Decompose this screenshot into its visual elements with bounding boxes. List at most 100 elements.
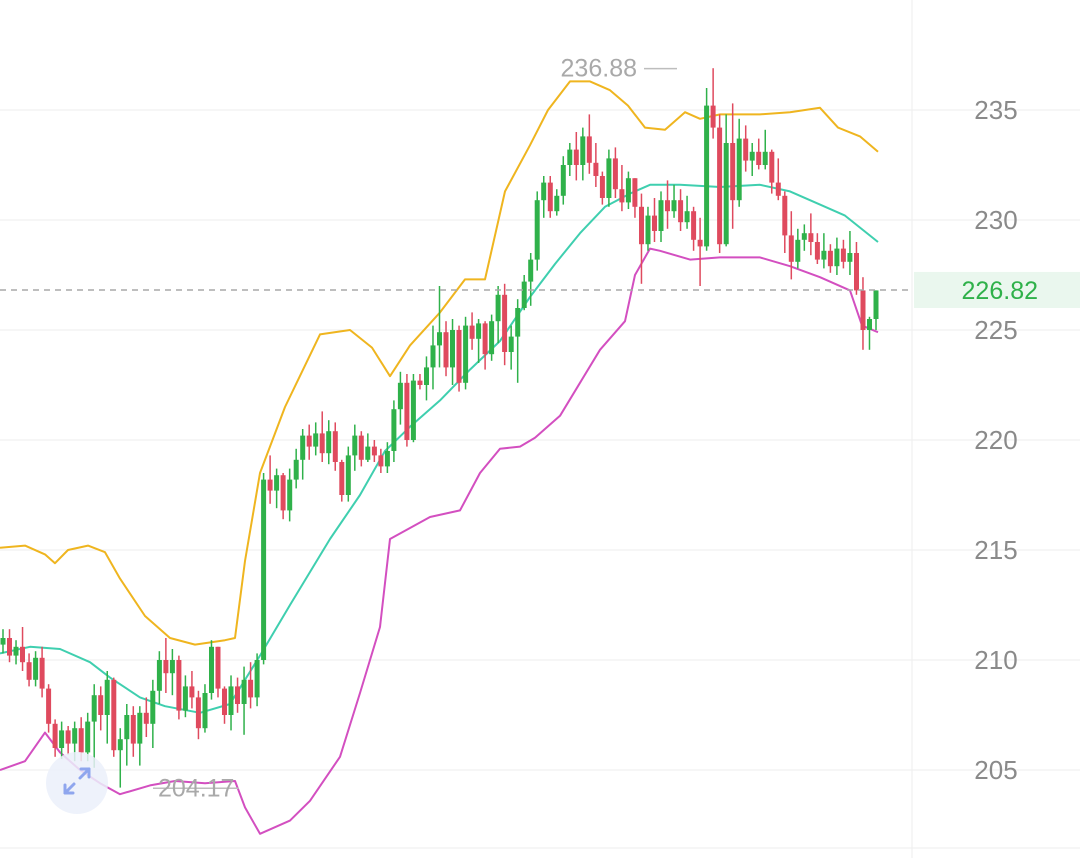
candle <box>639 193 644 284</box>
candle-body <box>306 435 312 447</box>
candle <box>873 290 879 330</box>
candle-body <box>345 455 351 495</box>
candle <box>450 319 455 385</box>
annotations: 226.82 236.88 204.17 <box>0 55 1080 802</box>
candle-body <box>215 646 221 689</box>
candle-body <box>762 151 768 165</box>
y-tick-label: 215 <box>974 535 1017 565</box>
candle <box>599 171 605 205</box>
candle-body <box>697 239 703 247</box>
candle-body <box>26 662 32 680</box>
candle-body <box>104 679 110 715</box>
candle-body <box>736 138 742 201</box>
candle <box>235 677 240 713</box>
candle-body <box>541 182 547 201</box>
candle <box>619 165 625 212</box>
y-tick-label: 205 <box>974 755 1017 785</box>
candle-body <box>860 290 866 330</box>
candle-body <box>749 151 755 161</box>
expand-button[interactable] <box>46 752 108 814</box>
middle-band-line <box>0 183 879 714</box>
candle <box>0 629 6 654</box>
candle <box>508 325 514 370</box>
candle <box>371 440 377 462</box>
candle-body <box>782 195 788 236</box>
candle <box>326 420 332 465</box>
candle <box>521 275 527 311</box>
candle <box>339 459 345 502</box>
candle-body <box>332 431 338 462</box>
candle-body <box>182 686 188 711</box>
candle <box>723 114 729 247</box>
candle <box>612 147 618 198</box>
candle-body <box>313 433 319 447</box>
candle <box>169 649 175 696</box>
candle <box>156 651 162 704</box>
candle-body <box>46 688 52 724</box>
candle-body <box>528 259 534 282</box>
candle <box>306 424 312 460</box>
candle-body <box>52 723 58 748</box>
candle-body <box>665 200 670 212</box>
candle-body <box>280 475 286 511</box>
candle <box>632 178 638 218</box>
y-tick-label: 220 <box>974 425 1017 455</box>
candle-body <box>72 728 78 744</box>
candle <box>26 653 32 687</box>
candle-body <box>775 182 781 196</box>
candle <box>104 671 110 744</box>
candle-body <box>612 158 618 190</box>
candle-body <box>704 105 710 247</box>
candle <box>775 158 781 201</box>
candle <box>769 149 775 194</box>
candle-body <box>358 435 364 460</box>
candle-body <box>567 149 573 165</box>
candle-body <box>130 715 136 744</box>
current-price-tag <box>914 271 1080 308</box>
candle <box>808 213 814 256</box>
candle <box>782 191 788 253</box>
candle-body <box>867 319 872 330</box>
candle-body <box>254 660 260 698</box>
candle <box>586 114 592 174</box>
candle-body <box>476 323 482 339</box>
candle <box>749 143 755 176</box>
candle <box>332 422 338 471</box>
candle <box>704 88 710 251</box>
candle <box>248 662 254 709</box>
candle-body <box>756 151 762 165</box>
candle <box>124 704 130 766</box>
candle-body <box>632 178 638 207</box>
price-axis: 235 230 225 220 215 210 205 <box>974 95 1017 785</box>
candle-body <box>671 200 677 212</box>
candle <box>280 473 286 520</box>
candle <box>736 118 742 207</box>
candle <box>313 422 319 456</box>
candle <box>430 325 436 390</box>
candle <box>495 286 501 344</box>
candle-body <box>0 638 6 645</box>
candle <box>46 684 52 733</box>
candle-body <box>691 211 697 240</box>
candle <box>352 424 358 471</box>
candle-body <box>91 695 97 722</box>
candle <box>209 640 214 700</box>
candle <box>137 706 143 766</box>
candle <box>788 211 794 280</box>
candle-body <box>606 158 612 198</box>
candle <box>182 675 188 718</box>
candle <box>573 132 579 181</box>
candle-body <box>717 127 723 245</box>
candle <box>195 690 201 740</box>
candle-body <box>274 475 280 491</box>
candle <box>300 429 306 480</box>
candle <box>795 228 801 269</box>
candle-body <box>554 195 560 212</box>
candle-body <box>13 646 19 656</box>
candle-body <box>625 178 631 203</box>
candle-body <box>599 176 605 198</box>
candle <box>59 721 65 759</box>
upper-band-line <box>0 80 879 646</box>
